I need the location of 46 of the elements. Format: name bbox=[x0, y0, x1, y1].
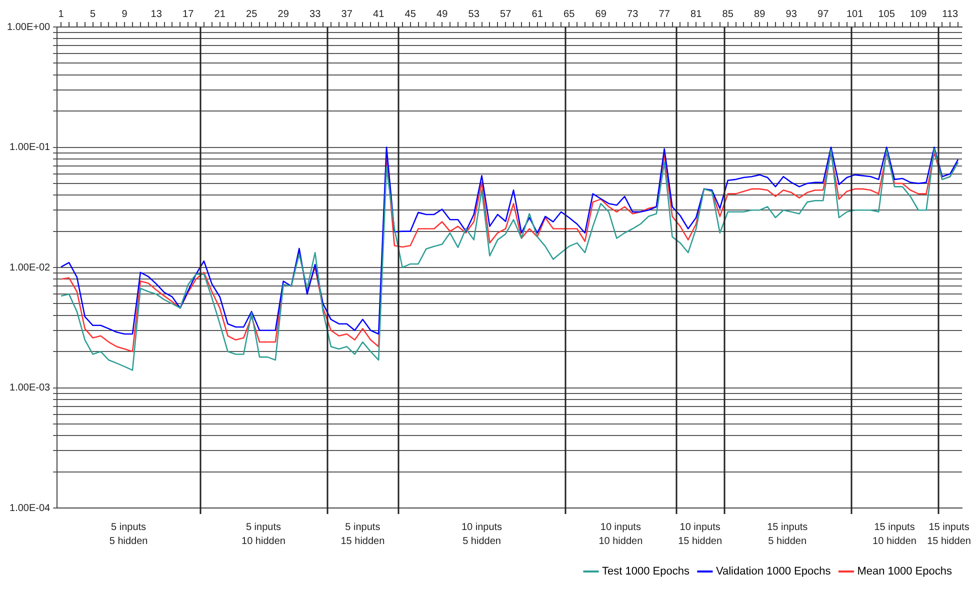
text: 10 inputs 10 hidden bbox=[598, 522, 643, 547]
text: 10 inputs 15 hidden bbox=[678, 522, 722, 547]
x-tick-label: 13 bbox=[150, 8, 162, 20]
x-tick-label: 109 bbox=[910, 8, 928, 20]
y-tick-label: 1.00E-02 bbox=[10, 262, 51, 274]
text: 10 inputs 5 hidden bbox=[461, 522, 502, 547]
x-tick-label: 17 bbox=[182, 8, 194, 20]
x-tick-label: 61 bbox=[532, 8, 544, 20]
text: 5 inputs 10 hidden bbox=[242, 522, 286, 547]
text: 5 inputs 15 hidden bbox=[340, 522, 385, 547]
x-tick-label: 65 bbox=[564, 8, 576, 20]
legend-label: Validation 1000 Epochs bbox=[716, 566, 832, 578]
x-tick-label: 89 bbox=[754, 8, 766, 20]
x-tick-label: 37 bbox=[341, 8, 353, 20]
x-tick-label: 81 bbox=[690, 8, 702, 20]
x-tick-label: 101 bbox=[846, 8, 864, 20]
y-tick-label: 1.00E+00 bbox=[6, 22, 51, 33]
x-tick-label: 33 bbox=[310, 8, 322, 20]
x-tick-label: 85 bbox=[722, 8, 734, 20]
x-tick-label: 77 bbox=[658, 8, 670, 20]
x-tick-label: 113 bbox=[942, 8, 958, 20]
x-tick-label: 29 bbox=[278, 8, 290, 20]
legend-label: Test 1000 Epochs bbox=[602, 566, 690, 578]
x-tick-label: 69 bbox=[595, 8, 607, 20]
x-tick-label: 57 bbox=[500, 8, 512, 20]
x-tick-label: 25 bbox=[246, 8, 258, 20]
x-tick-label: 1 bbox=[58, 8, 64, 20]
x-tick-label: 45 bbox=[404, 8, 416, 20]
text: 15 inputs 15 hidden bbox=[927, 522, 972, 547]
text: 15 inputs 5 hidden bbox=[767, 522, 808, 547]
x-tick-label: 49 bbox=[436, 8, 448, 20]
x-tick-label: 5 bbox=[90, 8, 96, 20]
x-tick-label: 53 bbox=[468, 8, 480, 20]
text: 15 inputs 10 hidden bbox=[872, 522, 916, 547]
legend-label: Mean 1000 Epochs bbox=[857, 566, 952, 578]
x-tick-label: 105 bbox=[878, 8, 896, 20]
y-tick-label: 1.00E-04 bbox=[10, 502, 51, 514]
y-tick-label: 1.00E-03 bbox=[10, 382, 51, 394]
y-tick-label: 1.00E-01 bbox=[10, 142, 51, 153]
x-tick-label: 21 bbox=[214, 8, 226, 20]
text: 5 inputs 5 hidden bbox=[109, 522, 148, 547]
x-tick-label: 93 bbox=[786, 8, 798, 20]
x-tick-label: 41 bbox=[373, 8, 385, 20]
x-tick-label: 9 bbox=[122, 8, 128, 20]
x-tick-label: 73 bbox=[627, 8, 639, 20]
x-tick-label: 97 bbox=[818, 8, 830, 20]
